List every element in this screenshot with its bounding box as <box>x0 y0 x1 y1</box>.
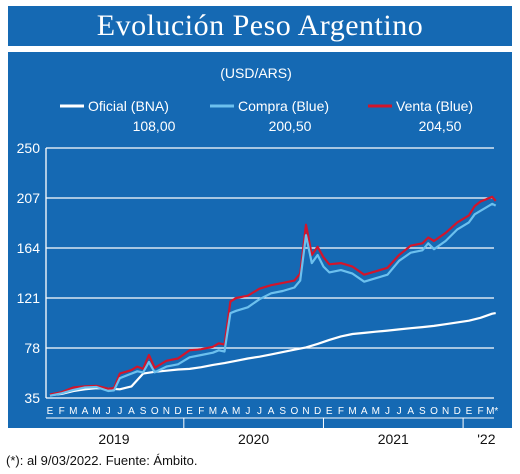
footnote: (*): al 9/03/2022. Fuente: Ámbito. <box>6 453 198 468</box>
month-label: E <box>326 406 333 417</box>
unit-label: (USD/ARS) <box>220 65 292 81</box>
month-label: D <box>454 406 461 417</box>
month-label: E <box>466 406 473 417</box>
year-label: 2019 <box>98 431 129 447</box>
month-label: F <box>198 406 204 417</box>
y-tick-label-164: 164 <box>17 240 41 256</box>
year-label: 2021 <box>378 431 409 447</box>
legend-value-1: 108,00 <box>133 118 176 134</box>
month-label: M <box>232 406 240 417</box>
month-label: E <box>47 406 54 417</box>
legend-value-2: 200,50 <box>269 118 312 134</box>
year-label: '22 <box>477 431 495 447</box>
month-label: M <box>92 406 100 417</box>
month-label: J <box>397 406 402 417</box>
month-label: M* <box>486 406 498 417</box>
month-label: F <box>59 406 65 417</box>
month-label: A <box>361 406 368 417</box>
page-title: Evolución Peso Argentino <box>8 6 512 46</box>
series-line-compra-blue <box>49 202 497 397</box>
month-label: A <box>268 406 275 417</box>
month-label: S <box>419 406 426 417</box>
month-label: D <box>314 406 321 417</box>
y-tick-label-207: 207 <box>17 190 41 206</box>
month-label: E <box>186 406 193 417</box>
month-label: J <box>106 406 111 417</box>
month-label: A <box>82 406 89 417</box>
series-line-oficial-bna <box>49 312 496 397</box>
month-label: M <box>372 406 380 417</box>
month-label: M <box>348 406 356 417</box>
month-label: J <box>117 406 122 417</box>
month-label: M <box>209 406 217 417</box>
month-label: A <box>407 406 414 417</box>
legend-label-1: Oficial (BNA) <box>88 98 169 114</box>
month-label: D <box>174 406 181 417</box>
month-label: S <box>279 406 286 417</box>
month-label: O <box>430 406 438 417</box>
month-label: O <box>151 406 159 417</box>
month-label: S <box>140 406 147 417</box>
legend-value-3: 204,50 <box>419 118 462 134</box>
month-label: O <box>290 406 298 417</box>
legend-label-3: Venta (Blue) <box>396 98 473 114</box>
series-line-venta-blue <box>49 195 497 396</box>
month-label: F <box>477 406 483 417</box>
y-tick-label-78: 78 <box>24 340 40 356</box>
month-label: F <box>338 406 344 417</box>
y-tick-label-121: 121 <box>17 290 41 306</box>
month-label: J <box>257 406 262 417</box>
chart-panel <box>8 52 512 428</box>
month-label: A <box>128 406 135 417</box>
month-label: J <box>385 406 390 417</box>
legend-label-2: Compra (Blue) <box>238 98 329 114</box>
month-label: N <box>163 406 170 417</box>
month-label: J <box>245 406 250 417</box>
month-label: A <box>221 406 228 417</box>
month-label: M <box>69 406 77 417</box>
y-tick-label-35: 35 <box>24 390 40 406</box>
y-tick-label-250: 250 <box>17 140 41 156</box>
month-label: N <box>442 406 449 417</box>
year-label: 2020 <box>238 431 269 447</box>
month-label: N <box>302 406 309 417</box>
